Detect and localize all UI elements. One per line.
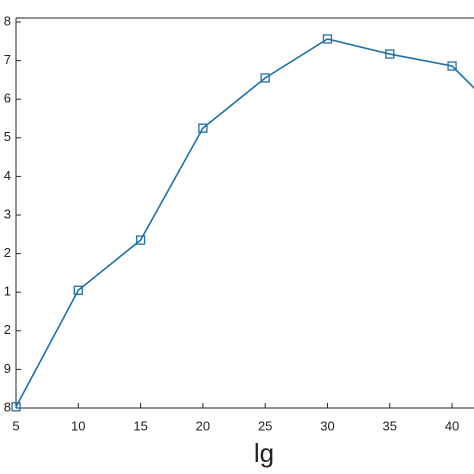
plot-area	[11, 34, 474, 412]
y-tick-label: 7	[4, 52, 11, 67]
x-tick-label: 20	[196, 418, 210, 433]
marker	[385, 49, 395, 59]
marker	[198, 123, 208, 133]
marker	[73, 285, 83, 295]
marker	[135, 235, 146, 245]
series-line	[15, 38, 474, 408]
x-tick-label: 10	[71, 418, 85, 433]
x-tick-label: 35	[383, 418, 397, 433]
y-tick-label: 8	[4, 13, 11, 28]
marker	[322, 34, 333, 44]
x-tick-label: 5	[12, 418, 19, 433]
y-tick-label: 2	[4, 322, 11, 337]
x-tick-label: 30	[320, 418, 334, 433]
marker	[260, 73, 270, 83]
y-tick-label: 5	[4, 129, 11, 144]
y-tick-label: 1	[4, 284, 11, 299]
y-tick-label: 3	[4, 206, 11, 221]
y-tick-label: 9	[4, 361, 11, 376]
y-tick-label: 4	[4, 168, 11, 183]
x-tick-label: 40	[445, 418, 459, 433]
y-tick-label: 8	[4, 399, 11, 414]
y-tick-label: 2	[4, 245, 11, 260]
x-axis-label: lg	[254, 438, 274, 468]
x-tick-label: 15	[133, 418, 147, 433]
y-tick-label: 6	[4, 91, 11, 106]
marker	[447, 61, 457, 71]
marker	[11, 402, 21, 412]
x-tick-label: 25	[258, 418, 272, 433]
